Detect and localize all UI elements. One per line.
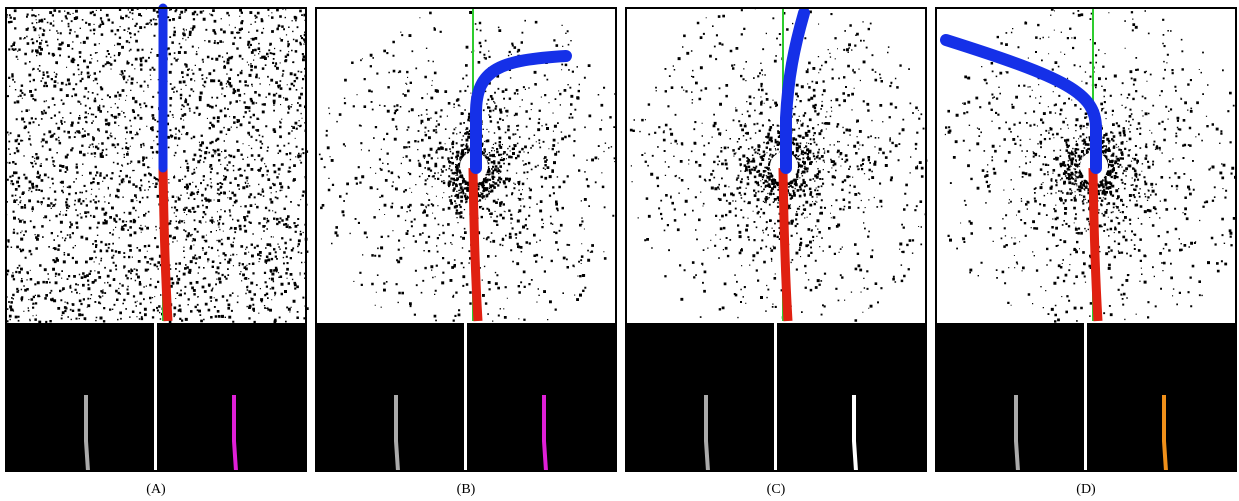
bev-color-line <box>232 395 238 472</box>
bev-right <box>467 323 616 471</box>
bev-gray-line <box>84 395 90 472</box>
bev-left <box>6 323 154 471</box>
bev-color-line <box>852 395 858 472</box>
panel-border <box>315 7 617 472</box>
pred-trajectory <box>940 34 1102 174</box>
past-trajectory <box>468 167 483 322</box>
panel-label: (D) <box>1076 482 1096 497</box>
past-trajectory <box>158 167 173 322</box>
bev-left <box>936 323 1084 471</box>
bev-gray-line <box>704 395 710 472</box>
bev-left <box>626 323 774 471</box>
panel: (B) <box>315 7 617 497</box>
bev-color-line <box>542 395 548 472</box>
bev-gray-line <box>394 395 400 472</box>
panel-border <box>5 7 307 472</box>
pred-trajectory <box>470 50 572 174</box>
panel: (D) <box>935 7 1237 497</box>
panel-label: (B) <box>457 482 476 497</box>
past-trajectory <box>778 167 793 322</box>
pred-trajectory <box>780 7 810 174</box>
bev-color-line <box>1162 395 1168 472</box>
panel: (C) <box>625 7 928 497</box>
bev-right <box>157 323 306 471</box>
panel: (A) <box>5 3 309 497</box>
panel-label: (A) <box>146 482 166 497</box>
panel-border <box>935 7 1237 472</box>
panel-border <box>625 7 927 472</box>
panel-label: (C) <box>767 482 786 497</box>
past-trajectory <box>1088 167 1103 322</box>
bev-left <box>316 323 464 471</box>
bev-right <box>777 323 926 471</box>
bev-right <box>1087 323 1236 471</box>
bev-gray-line <box>1014 395 1020 472</box>
